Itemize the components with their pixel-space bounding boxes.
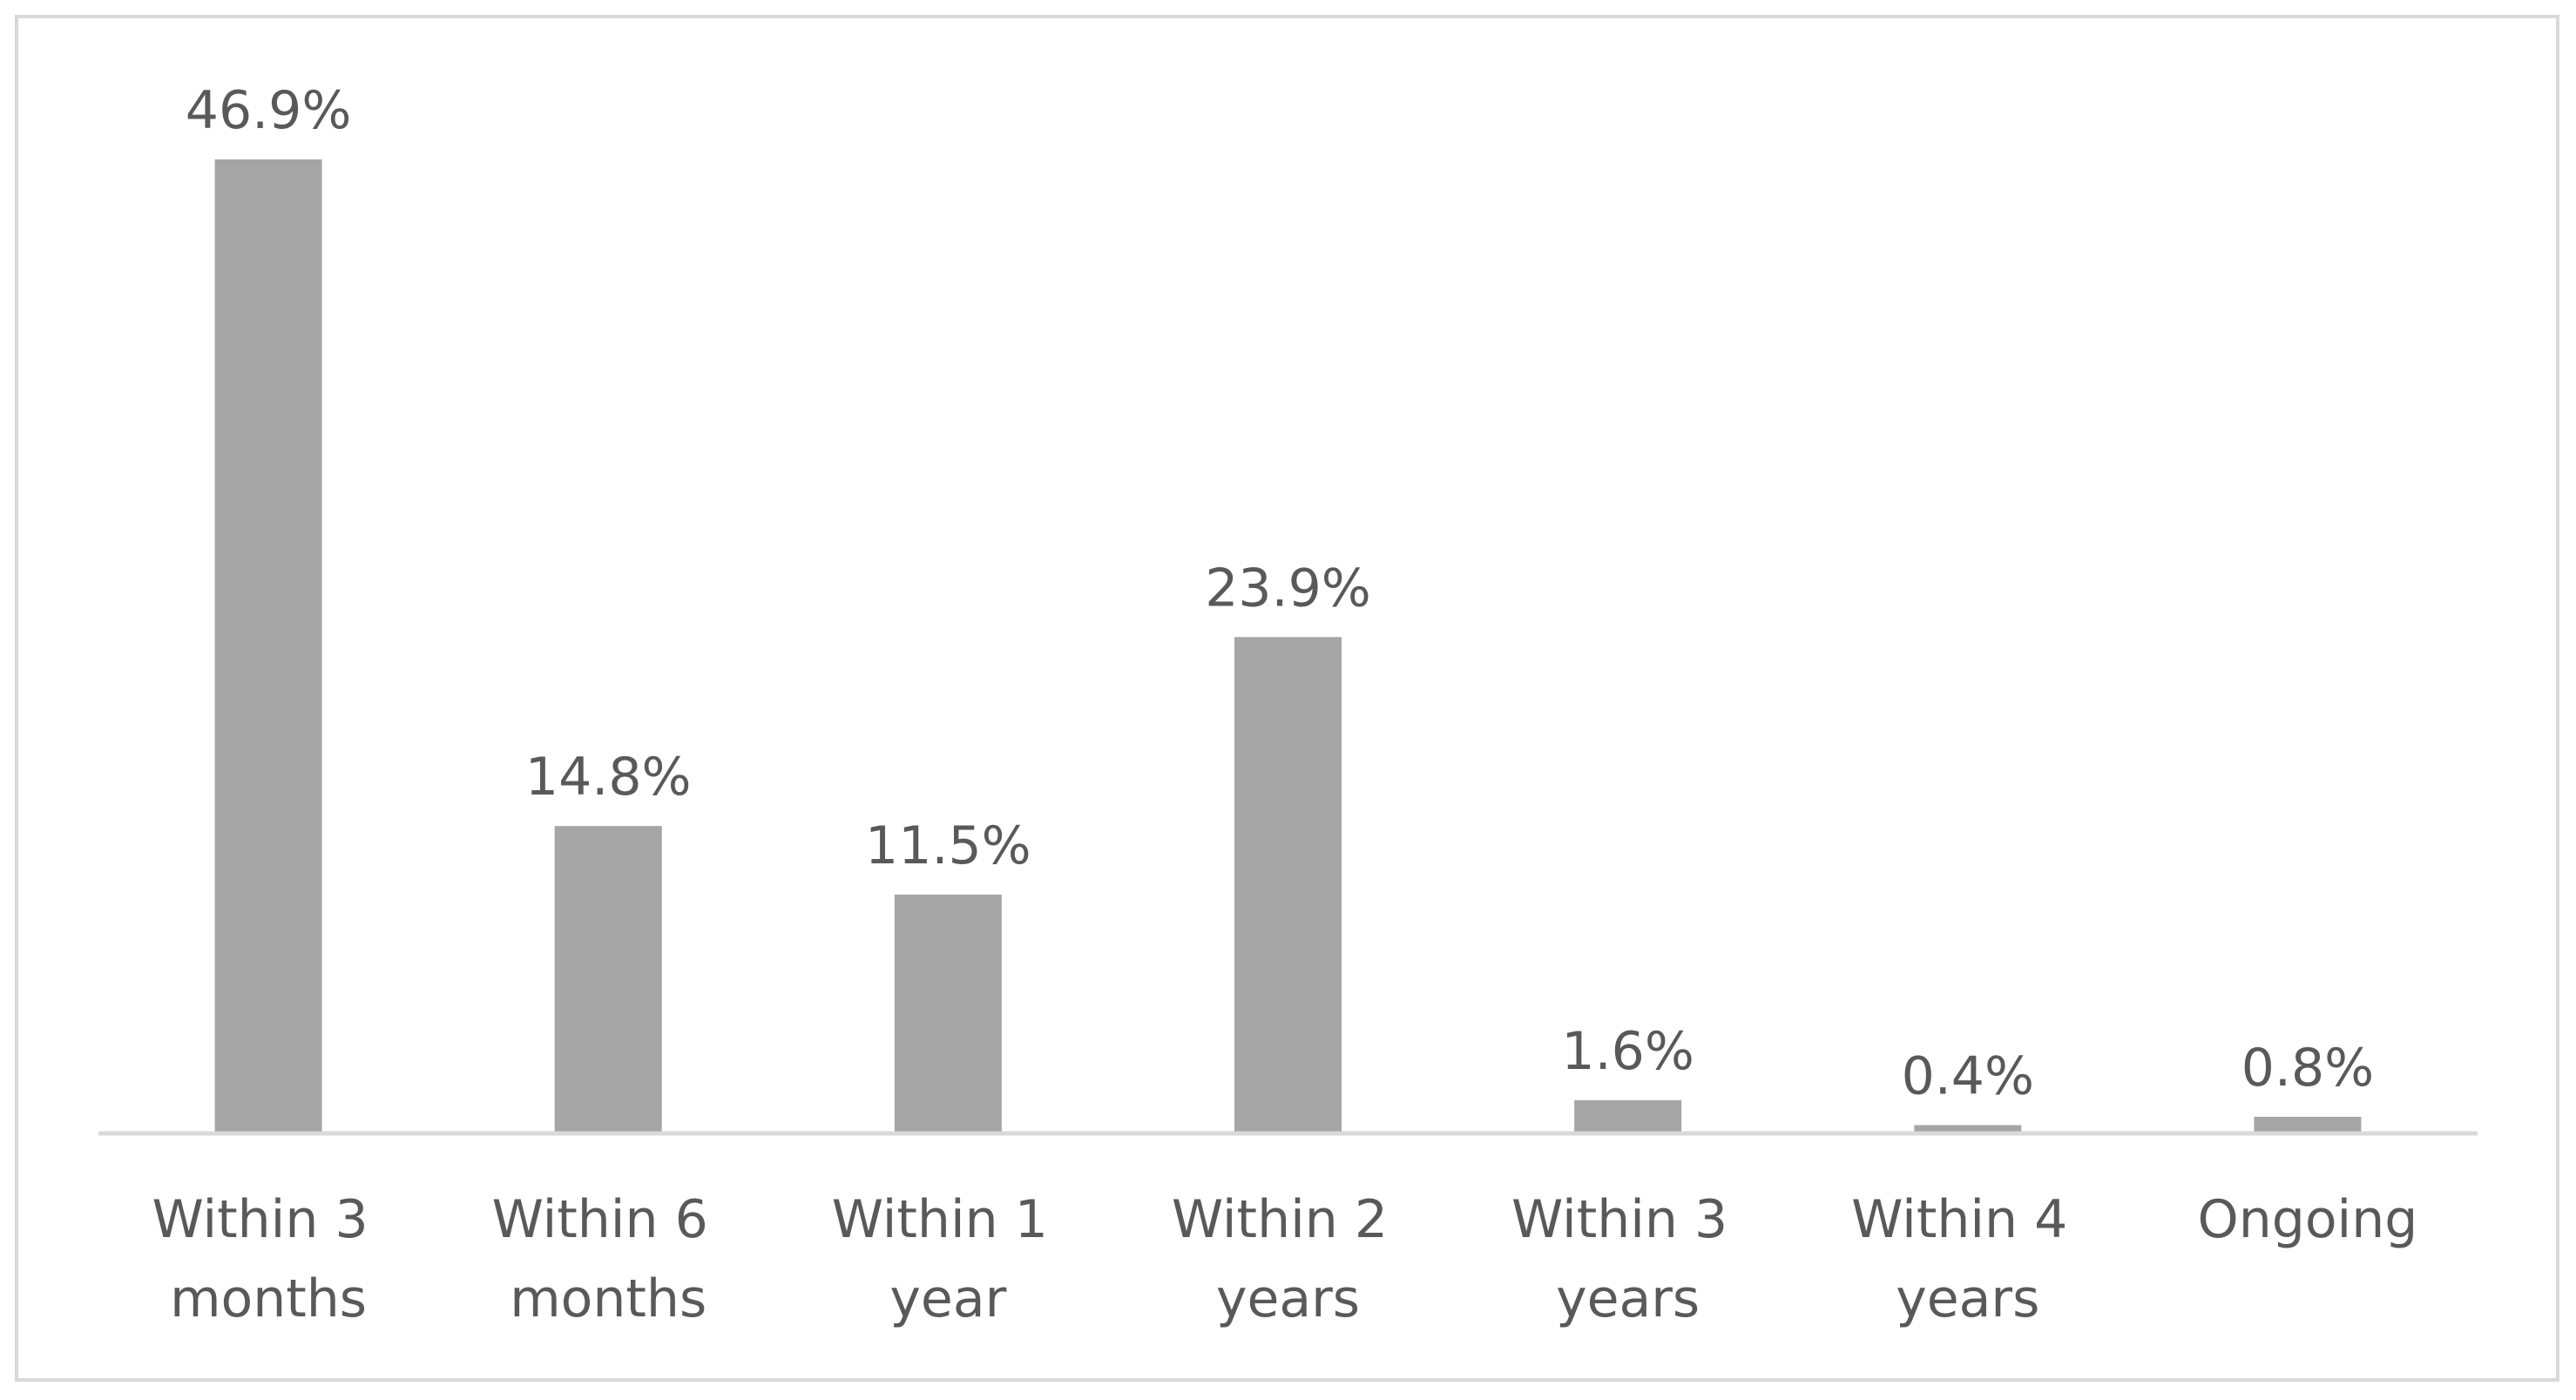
data-label: 0.8% [2241,1038,2374,1099]
x-tick-label: Ongoing [2198,1189,2418,1250]
bar [894,894,1002,1133]
bar [1914,1125,2022,1133]
x-tick-label: Within 3 years [1511,1189,1744,1329]
data-label: 14.8% [525,747,692,808]
bar [1234,637,1342,1133]
data-label: 23.9% [1205,558,1371,619]
data-label: 46.9% [186,80,352,141]
x-tick-label: Within 4 years [1851,1189,2084,1329]
bar [1574,1099,1682,1133]
x-tick-label: Within 1 year [832,1189,1065,1329]
bar [554,826,662,1133]
data-label: 1.6% [1561,1021,1694,1082]
x-tick-label: Within 6 months [492,1189,725,1329]
bar [214,159,322,1133]
x-tick-label: Within 2 years [1172,1189,1404,1329]
bar [2254,1116,2362,1133]
data-label: 0.4% [1902,1045,2034,1106]
data-label: 11.5% [865,815,1031,876]
x-tick-label: Within 3 months [152,1189,384,1329]
